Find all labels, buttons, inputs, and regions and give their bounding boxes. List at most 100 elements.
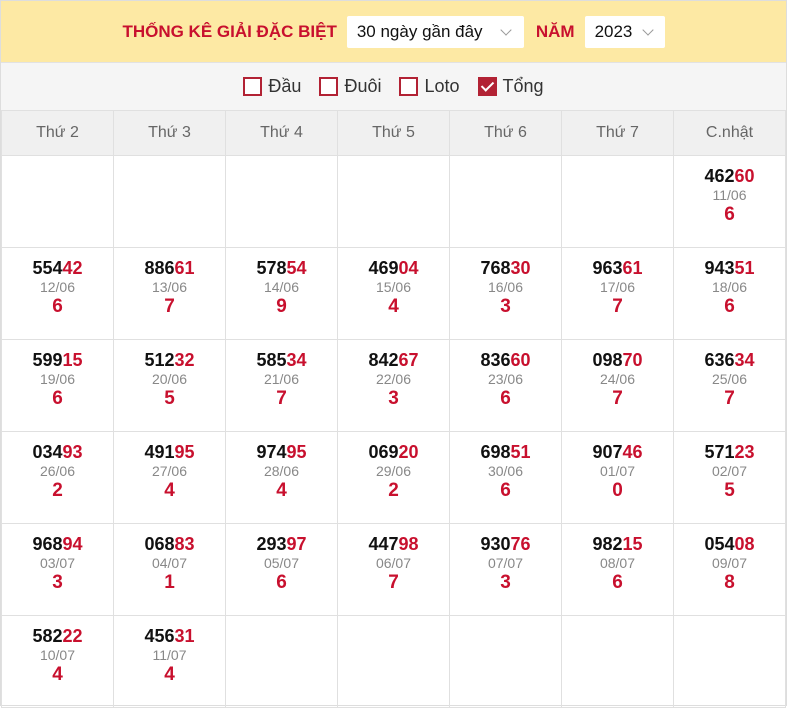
result-number-head: 069 bbox=[368, 442, 399, 462]
empty-cell bbox=[113, 155, 226, 248]
filter-checkbox[interactable] bbox=[399, 77, 419, 96]
result-number: 57123 bbox=[674, 442, 785, 463]
result-number-tail: 95 bbox=[174, 442, 195, 462]
result-number: 51232 bbox=[114, 350, 225, 371]
result-cell: 44798 06/07 7 bbox=[337, 523, 450, 616]
empty-cell bbox=[673, 615, 786, 708]
result-cell: 84267 22/06 3 bbox=[337, 339, 450, 432]
result-number-tail: 34 bbox=[286, 350, 307, 370]
result-number-tail: 04 bbox=[398, 258, 419, 278]
result-sum: 4 bbox=[164, 480, 175, 501]
year-select[interactable]: 2023 bbox=[584, 15, 665, 48]
result-number-tail: 61 bbox=[174, 258, 195, 278]
filter-label: Tổng bbox=[502, 76, 544, 96]
result-number: 05408 bbox=[674, 534, 785, 555]
result-number-tail: 31 bbox=[174, 626, 195, 646]
weekday-header: C.nhật bbox=[673, 110, 786, 156]
result-cell: 96894 03/07 3 bbox=[1, 523, 114, 616]
result-cell: 46260 11/06 6 bbox=[673, 155, 786, 248]
result-number-head: 554 bbox=[32, 258, 63, 278]
weekday-header: Thứ 7 bbox=[561, 110, 674, 156]
result-number: 58534 bbox=[226, 350, 337, 371]
result-cell: 45631 11/07 4 bbox=[113, 615, 226, 708]
result-cell: 93076 07/07 3 bbox=[449, 523, 562, 616]
result-date: 11/07 bbox=[152, 647, 187, 663]
filter-2[interactable]: Loto bbox=[399, 76, 460, 97]
result-number-head: 963 bbox=[592, 258, 623, 278]
chevron-down-icon bbox=[500, 25, 514, 39]
result-number-head: 974 bbox=[256, 442, 287, 462]
result-number-tail: 76 bbox=[510, 534, 531, 554]
result-cell: 46904 15/06 4 bbox=[337, 247, 450, 340]
filter-checkbox[interactable] bbox=[243, 77, 263, 96]
filter-label: Đầu bbox=[268, 76, 302, 96]
result-number-head: 456 bbox=[144, 626, 175, 646]
result-number-tail: 83 bbox=[174, 534, 195, 554]
result-sum: 6 bbox=[500, 480, 511, 501]
result-cell: 57854 14/06 9 bbox=[225, 247, 338, 340]
result-date: 05/07 bbox=[263, 555, 300, 571]
result-number-head: 907 bbox=[592, 442, 623, 462]
result-number-head: 054 bbox=[704, 534, 735, 554]
result-number-head: 491 bbox=[144, 442, 175, 462]
empty-cell bbox=[449, 615, 562, 708]
result-sum: 1 bbox=[164, 572, 175, 593]
filter-checkbox[interactable] bbox=[319, 77, 339, 96]
result-sum: 3 bbox=[500, 296, 511, 317]
result-sum: 5 bbox=[724, 480, 735, 501]
result-sum: 0 bbox=[612, 480, 623, 501]
result-cell: 09870 24/06 7 bbox=[561, 339, 674, 432]
result-cell: 58222 10/07 4 bbox=[1, 615, 114, 708]
result-number-head: 982 bbox=[592, 534, 623, 554]
filter-3[interactable]: Tổng bbox=[477, 76, 544, 97]
result-sum: 7 bbox=[276, 388, 287, 409]
result-cell: 96361 17/06 7 bbox=[561, 247, 674, 340]
result-number: 09870 bbox=[562, 350, 673, 371]
result-number-head: 512 bbox=[144, 350, 175, 370]
result-sum: 6 bbox=[500, 388, 511, 409]
result-number: 45631 bbox=[114, 626, 225, 647]
result-cell: 49195 27/06 4 bbox=[113, 431, 226, 524]
result-sum: 7 bbox=[612, 296, 623, 317]
result-date: 24/06 bbox=[599, 371, 636, 387]
result-cell: 97495 28/06 4 bbox=[225, 431, 338, 524]
result-date: 25/06 bbox=[711, 371, 748, 387]
result-sum: 9 bbox=[276, 296, 287, 317]
result-date: 23/06 bbox=[487, 371, 524, 387]
year-label: NĂM bbox=[535, 21, 575, 41]
result-number-tail: 15 bbox=[62, 350, 83, 370]
result-number-head: 599 bbox=[32, 350, 63, 370]
table-row: 03493 26/06 2 49195 27/06 4 97495 28/06 4 06920 29… bbox=[1, 431, 786, 524]
result-sum: 6 bbox=[52, 388, 63, 409]
result-number-tail: 67 bbox=[398, 350, 419, 370]
result-sum: 6 bbox=[612, 572, 623, 593]
result-number-head: 585 bbox=[256, 350, 287, 370]
weekday-header-row: Thứ 2 Thứ 3 Thứ 4 Thứ 5 Thứ 6 Thứ 7 C.nhật bbox=[1, 110, 786, 156]
result-sum: 8 bbox=[724, 572, 735, 593]
empty-cell bbox=[1, 155, 114, 248]
result-number-tail: 94 bbox=[62, 534, 83, 554]
result-cell: 94351 18/06 6 bbox=[673, 247, 786, 340]
result-number-head: 768 bbox=[480, 258, 511, 278]
result-number-tail: 32 bbox=[174, 350, 195, 370]
result-sum: 2 bbox=[52, 480, 63, 501]
range-select[interactable]: 30 ngày gần đây bbox=[346, 15, 524, 48]
result-sum: 6 bbox=[276, 572, 287, 593]
filter-0[interactable]: Đầu bbox=[243, 76, 301, 97]
filter-checkbox[interactable] bbox=[477, 77, 497, 96]
result-sum: 3 bbox=[52, 572, 63, 593]
result-number-tail: 60 bbox=[734, 166, 755, 186]
result-number-tail: 93 bbox=[62, 442, 83, 462]
result-sum: 6 bbox=[724, 296, 735, 317]
result-date: 13/06 bbox=[151, 279, 188, 295]
page-title: THỐNG KÊ GIẢI ĐẶC BIỆT bbox=[122, 21, 337, 41]
result-number-tail: 70 bbox=[622, 350, 643, 370]
result-date: 30/06 bbox=[487, 463, 524, 479]
result-date: 14/06 bbox=[263, 279, 300, 295]
result-number: 06883 bbox=[114, 534, 225, 555]
result-date: 16/06 bbox=[487, 279, 524, 295]
filter-1[interactable]: Đuôi bbox=[319, 76, 381, 97]
result-cell: 57123 02/07 5 bbox=[673, 431, 786, 524]
result-sum: 7 bbox=[164, 296, 175, 317]
result-number-head: 447 bbox=[368, 534, 399, 554]
